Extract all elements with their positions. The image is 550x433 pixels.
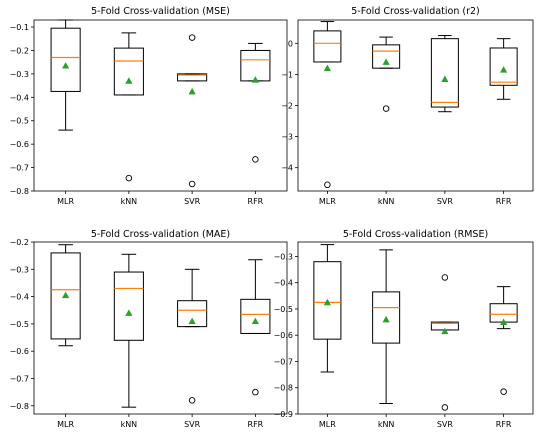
mean-marker	[188, 317, 196, 325]
mean-marker	[188, 87, 196, 95]
plot-frame	[297, 19, 534, 192]
x-tick-label: kNN	[378, 420, 395, 429]
mean-marker	[125, 77, 133, 84]
outlier-point	[188, 180, 196, 188]
y-tick-label: −0.9	[274, 410, 293, 419]
box	[313, 30, 342, 63]
outlier-point	[252, 388, 259, 396]
mean-marker	[62, 62, 70, 69]
mean-marker	[251, 317, 259, 325]
outlier-point	[441, 404, 449, 411]
mean-marker	[441, 327, 449, 335]
y-tick-label: −3	[281, 133, 293, 142]
y-tick-label: −0.8	[10, 402, 29, 411]
x-tick-label: kNN	[378, 197, 395, 206]
x-tick-label: kNN	[121, 420, 138, 429]
x-tick-label: MLR	[319, 420, 336, 429]
y-tick-label: −0.3	[274, 252, 293, 261]
panel-title: 5-Fold Cross-validation (RMSE)	[343, 229, 488, 240]
outlier-point	[252, 156, 259, 163]
y-tick-label: −0.3	[10, 70, 29, 79]
x-tick-label: kNN	[121, 197, 138, 206]
x-tick-label: RFR	[496, 197, 512, 206]
box	[240, 298, 271, 334]
x-tick-label: RFR	[496, 420, 512, 429]
panel-title: 5-Fold Cross-validation (MAE)	[91, 229, 230, 240]
y-tick-label: −0.1	[10, 23, 29, 32]
box	[372, 291, 401, 344]
box	[113, 47, 144, 96]
mean-marker	[500, 318, 508, 325]
mean-marker	[441, 75, 449, 82]
x-tick-label: SVR	[184, 197, 201, 206]
mean-marker	[323, 298, 331, 306]
box	[489, 47, 518, 86]
y-tick-label: −0.8	[10, 187, 29, 196]
y-tick-label: −0.6	[10, 140, 29, 149]
mean-marker	[323, 64, 331, 72]
box	[372, 44, 401, 69]
y-tick-label: −0.7	[10, 375, 29, 384]
outlier-point	[441, 274, 449, 281]
x-tick-label: MLR	[57, 420, 74, 429]
outlier-point	[125, 174, 133, 182]
mean-marker	[382, 315, 390, 323]
x-tick-label: MLR	[57, 197, 74, 206]
x-tick-label: SVR	[184, 420, 201, 429]
y-tick-label: −0.7	[274, 357, 293, 366]
box	[177, 73, 208, 82]
mean-marker	[382, 58, 390, 65]
y-tick-label: −0.6	[274, 331, 293, 340]
y-tick-label: −0.5	[10, 320, 29, 329]
mean-marker	[125, 309, 133, 316]
y-tick-label: −0.5	[274, 305, 293, 314]
x-tick-label: RFR	[248, 197, 264, 206]
y-tick-label: −0.6	[10, 347, 29, 356]
mean-marker	[251, 76, 259, 83]
box	[430, 38, 459, 108]
y-tick-label: −0.2	[10, 46, 29, 55]
x-tick-label: RFR	[248, 420, 264, 429]
plot-frame	[33, 241, 288, 415]
y-tick-label: −0.5	[10, 117, 29, 126]
y-tick-label: −0.8	[274, 384, 293, 393]
mean-marker	[62, 291, 70, 299]
panel-title: 5-Fold Cross-validation (MSE)	[91, 6, 230, 17]
x-tick-label: SVR	[437, 420, 454, 429]
x-tick-label: SVR	[437, 197, 454, 206]
y-tick-label: −0.4	[10, 293, 29, 302]
y-tick-label: −0.3	[10, 265, 29, 274]
panel-mse: 5-Fold Cross-validation (MSE) −0.1 −0.2 −0…	[10, 6, 288, 206]
y-tick-label: 0	[288, 39, 293, 48]
panel-title: 5-Fold Cross-validation (r2)	[351, 6, 479, 17]
panel-r2: 5-Fold Cross-validation (r2) 0 −1 −2 −3 −4 ML…	[281, 6, 534, 206]
outlier-point	[188, 397, 196, 404]
y-tick-label: −0.4	[10, 93, 29, 102]
box	[50, 27, 81, 92]
y-tick-label: −0.7	[10, 164, 29, 173]
y-tick-label: −0.4	[274, 279, 293, 288]
mean-marker	[500, 66, 508, 73]
x-tick-label: MLR	[319, 197, 336, 206]
plot-frame	[33, 19, 288, 192]
y-tick-label: −0.2	[10, 238, 29, 247]
plot-frame	[297, 241, 534, 415]
panel-mae: 5-Fold Cross-validation (MAE) −0.2 −0.3 −0…	[10, 229, 288, 429]
box	[50, 252, 81, 340]
y-tick-label: −2	[281, 102, 293, 111]
panel-rmse: 5-Fold Cross-validation (RMSE) −0.3 −0.4 −…	[274, 229, 534, 429]
y-tick-label: −4	[281, 164, 293, 173]
outlier-point	[382, 105, 390, 112]
outlier-point	[188, 34, 196, 41]
box	[177, 300, 208, 328]
box	[113, 271, 144, 341]
outlier-point	[324, 181, 331, 189]
y-tick-label: −1	[281, 70, 293, 79]
outlier-point	[500, 388, 507, 395]
box	[313, 261, 342, 340]
